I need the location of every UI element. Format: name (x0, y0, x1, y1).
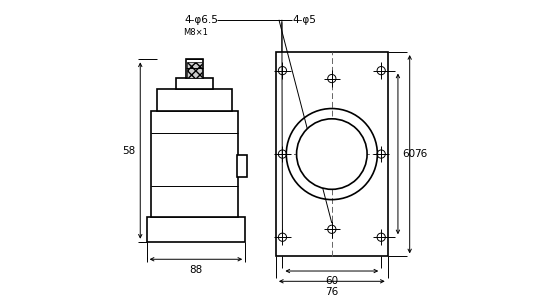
Text: 60: 60 (325, 276, 338, 286)
Text: 58: 58 (123, 146, 136, 155)
Text: M8×1: M8×1 (183, 28, 208, 37)
Bar (187, 59, 203, 78)
Bar (187, 62, 202, 78)
Circle shape (296, 119, 367, 189)
Text: 4-φ6.5: 4-φ6.5 (184, 15, 218, 25)
Text: 76: 76 (414, 149, 427, 159)
Text: 4-φ5: 4-φ5 (292, 15, 316, 25)
Bar (176, 78, 213, 89)
Bar (147, 217, 245, 242)
Bar (276, 52, 388, 256)
Bar (151, 111, 238, 217)
Text: 76: 76 (325, 286, 338, 297)
Bar (157, 89, 232, 111)
Text: 60: 60 (402, 149, 416, 159)
Bar (237, 155, 247, 177)
Text: 88: 88 (189, 265, 203, 274)
